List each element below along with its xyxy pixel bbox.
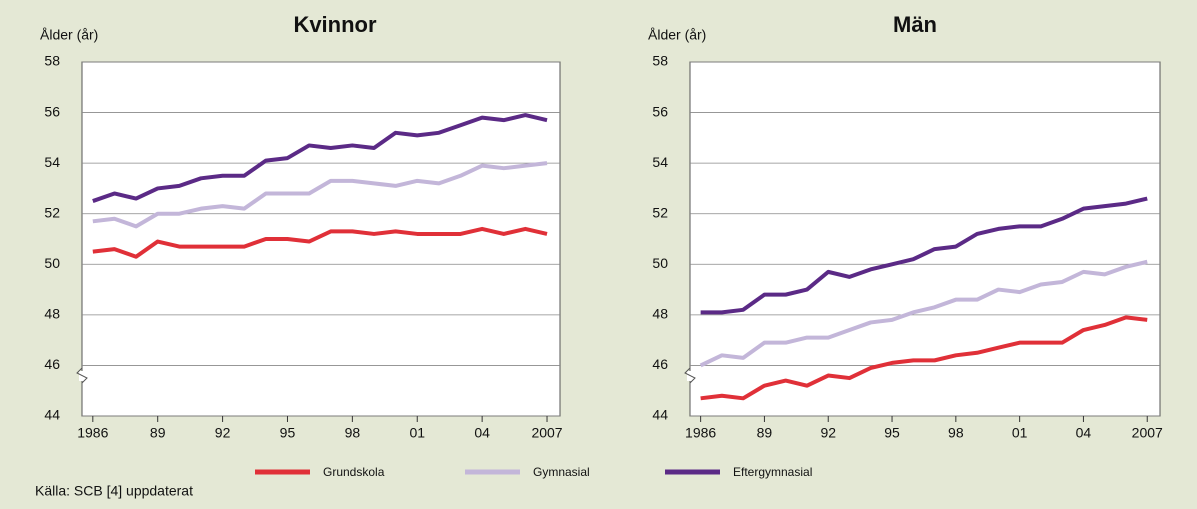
line (700, 315, 1148, 401)
x-tick-label: 1986 (77, 425, 108, 441)
x-tick-label: 2007 (531, 425, 562, 441)
x-tick-label: 92 (820, 425, 836, 441)
legend-label: Gymnasial (533, 465, 590, 479)
y-axis-label: Ålder (år) (40, 27, 98, 43)
y-tick-label: 56 (44, 103, 60, 119)
y-tick-label: 54 (652, 154, 668, 170)
legend-label: Grundskola (323, 465, 385, 479)
chart-title: Män (893, 12, 937, 37)
x-tick-label: 01 (1012, 425, 1028, 441)
axis-break (684, 367, 696, 384)
plot-area (689, 61, 1161, 417)
x-tick-label: 95 (280, 425, 296, 441)
y-tick-label: 48 (652, 306, 668, 322)
x-tick-label: 89 (150, 425, 166, 441)
x-tick-label: 01 (409, 425, 425, 441)
legend-label: Eftergymnasial (733, 465, 812, 479)
y-tick-label: 52 (44, 204, 60, 220)
source: Källa: SCB [4] uppdaterat (35, 483, 193, 499)
y-tick-label: 50 (652, 255, 668, 271)
line (92, 161, 548, 229)
y-tick-label: 48 (44, 306, 60, 322)
x-tick-label: 1986 (685, 425, 716, 441)
y-tick-label: 56 (652, 103, 668, 119)
x-tick-label: 98 (948, 425, 964, 441)
axis-break (76, 367, 88, 384)
x-tick-label: 2007 (1132, 425, 1163, 441)
x-tick-label: 04 (474, 425, 490, 441)
x-tick-label: 95 (884, 425, 900, 441)
y-tick-label: 46 (44, 356, 60, 372)
x-tick-label: 04 (1076, 425, 1092, 441)
y-tick-label: 58 (652, 53, 668, 69)
y-tick-label: 52 (652, 204, 668, 220)
chart-title: Kvinnor (293, 12, 377, 37)
y-tick-label: 58 (44, 53, 60, 69)
y-tick-label: 44 (652, 407, 668, 423)
y-tick-label: 50 (44, 255, 60, 271)
line (92, 113, 548, 203)
y-axis-label: Ålder (år) (648, 27, 706, 43)
x-tick-label: 98 (345, 425, 361, 441)
line (92, 226, 548, 259)
y-tick-label: 46 (652, 356, 668, 372)
line (699, 259, 1148, 368)
plot-area (81, 61, 561, 417)
x-tick-label: 89 (757, 425, 773, 441)
line (700, 196, 1148, 315)
y-tick-label: 54 (44, 154, 60, 170)
y-tick-label: 44 (44, 407, 60, 423)
x-tick-label: 92 (215, 425, 231, 441)
